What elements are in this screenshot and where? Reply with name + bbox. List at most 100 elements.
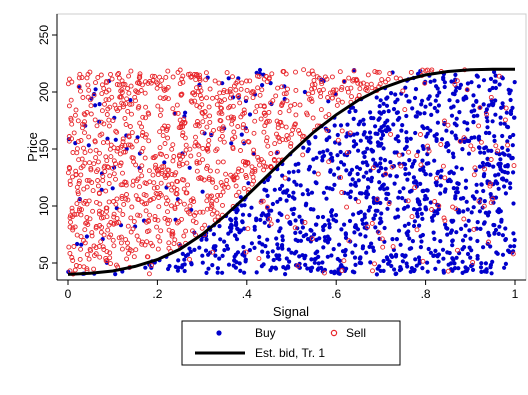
sell-point	[445, 122, 451, 128]
buy-point	[392, 181, 397, 186]
sell-point	[297, 131, 303, 136]
buy-point	[492, 79, 497, 84]
buy-point	[421, 188, 426, 193]
buy-point	[162, 160, 167, 165]
sell-point	[113, 176, 118, 182]
sell-point	[120, 212, 126, 217]
buy-point	[315, 267, 320, 272]
buy-point	[295, 238, 300, 243]
buy-point	[344, 266, 349, 271]
buy-point	[411, 175, 416, 180]
buy-point	[291, 211, 296, 217]
buy-point	[335, 153, 340, 158]
buy-point	[336, 271, 341, 276]
sell-point	[182, 135, 188, 141]
buy-point	[364, 135, 369, 140]
sell-point	[126, 73, 132, 79]
buy-point	[428, 128, 433, 133]
sell-point	[275, 85, 281, 91]
sell-point	[139, 173, 145, 179]
sell-point	[325, 95, 331, 100]
buy-point	[213, 253, 218, 258]
sell-point	[239, 168, 245, 174]
sell-point	[409, 214, 415, 220]
legend: Buy Sell Est. bid, Tr. 1	[181, 320, 401, 366]
sell-point	[69, 208, 75, 214]
buy-point	[462, 139, 467, 144]
buy-point	[291, 169, 296, 174]
buy-point	[203, 248, 209, 253]
buy-point	[325, 238, 330, 243]
sell-point	[422, 80, 428, 86]
buy-point	[453, 72, 458, 77]
buy-point	[317, 150, 322, 155]
buy-point	[371, 216, 376, 221]
buy-point	[99, 187, 104, 192]
sell-point	[212, 78, 218, 84]
buy-point	[347, 218, 353, 224]
sell-point	[127, 124, 133, 129]
buy-point	[502, 265, 507, 270]
sell-point	[128, 68, 134, 74]
sell-point	[180, 73, 186, 79]
sell-point	[159, 151, 165, 157]
sell-point	[70, 258, 76, 263]
sell-point	[78, 165, 84, 171]
buy-point	[354, 165, 360, 170]
sell-point	[102, 101, 107, 107]
sell-point	[231, 176, 237, 182]
sell-point	[452, 81, 458, 87]
sell-point	[177, 163, 182, 169]
buy-point	[233, 252, 238, 257]
buy-point	[379, 111, 384, 116]
sell-point	[65, 170, 71, 176]
buy-point	[465, 207, 470, 212]
buy-point	[469, 109, 474, 114]
buy-point	[205, 75, 210, 80]
sell-point	[344, 204, 350, 210]
buy-point	[403, 172, 408, 177]
buy-point	[305, 237, 311, 242]
buy-point	[474, 73, 479, 78]
buy-point	[379, 219, 384, 224]
sell-point	[84, 109, 90, 115]
buy-point	[500, 233, 505, 238]
sell-point	[420, 258, 426, 264]
buy-point	[345, 122, 350, 127]
buy-point	[182, 268, 187, 274]
buy-point	[450, 238, 455, 243]
buy-point	[234, 260, 239, 265]
buy-point	[261, 262, 266, 267]
buy-point	[329, 209, 334, 215]
sell-point	[279, 123, 285, 129]
sell-point	[396, 152, 402, 158]
buy-point	[435, 120, 440, 125]
sell-point	[264, 118, 270, 124]
sell-point	[505, 142, 511, 148]
sell-point	[152, 153, 158, 159]
sell-point	[276, 135, 282, 141]
sell-point	[365, 224, 371, 230]
buy-point	[480, 160, 485, 166]
sell-point	[259, 87, 265, 93]
sell-point	[103, 89, 109, 95]
sell-point	[478, 139, 484, 145]
sell-point	[155, 103, 161, 109]
buy-point	[400, 196, 405, 201]
buy-point	[322, 223, 327, 228]
buy-point	[313, 135, 318, 140]
sell-point	[180, 130, 186, 136]
sell-point	[210, 179, 216, 185]
sell-point	[76, 84, 82, 90]
sell-point	[69, 121, 75, 127]
buy-point	[335, 132, 340, 138]
sell-point	[202, 222, 208, 228]
buy-point	[479, 261, 484, 266]
sell-point	[125, 240, 130, 246]
buy-point	[313, 222, 319, 227]
buy-point	[492, 69, 497, 75]
buy-point	[298, 183, 303, 188]
sell-point	[275, 134, 281, 140]
buy-point	[505, 164, 510, 169]
buy-point	[496, 210, 501, 215]
